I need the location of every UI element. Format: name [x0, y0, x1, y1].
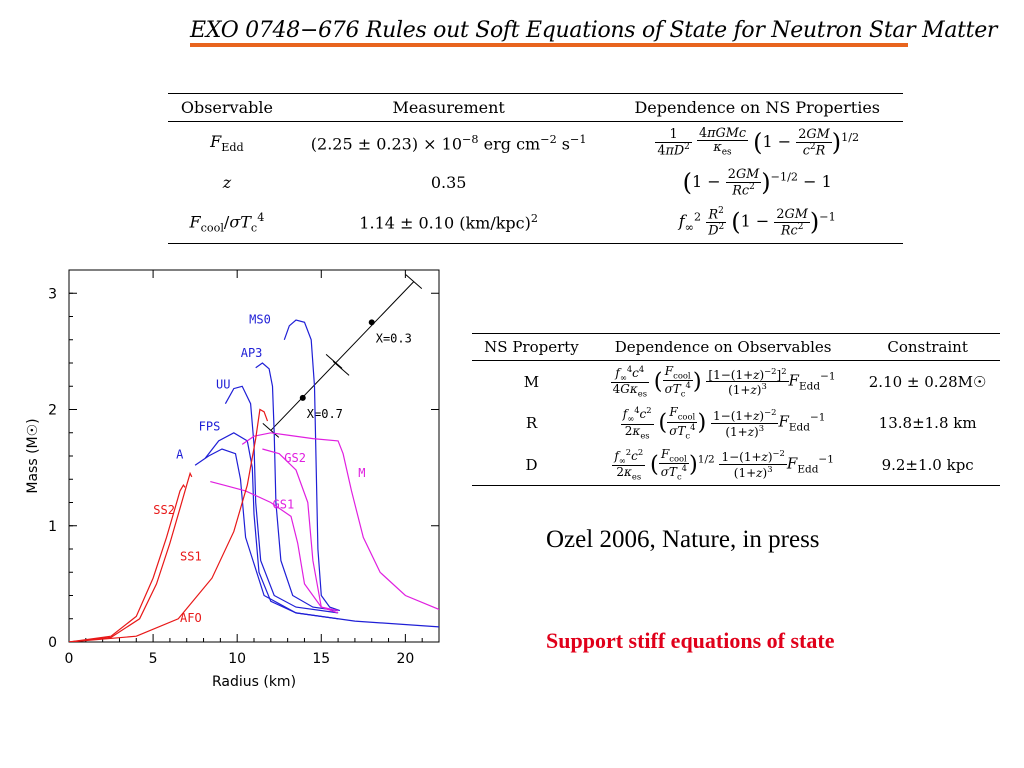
- constraint-break-mark: [325, 353, 343, 369]
- measurement-cell: 0.35: [430, 173, 467, 193]
- measurement-cell: (2.25 ± 0.23) × 10−8 erg cm−2 s−1: [310, 132, 587, 153]
- x-tick-label: 15: [312, 651, 330, 667]
- observable-cell: Fcool/σTc4: [168, 202, 286, 244]
- series-label: SS2: [153, 503, 175, 517]
- constraint-line: [270, 281, 415, 431]
- dependence-cell: f∞2 R2 D2 (1 − 2GM Rc2)−1: [611, 202, 903, 244]
- constraint-break-mark: [332, 360, 350, 376]
- series-line-afo: [69, 408, 269, 642]
- property-cell: M: [523, 372, 540, 391]
- table-header-row: NS Property Dependence on Observables Co…: [472, 333, 1000, 361]
- dependence-cell: f∞4c4 4Gκes (Fcool σTc4) [1−(1+z)−2]2 (1+z)…: [610, 364, 836, 399]
- x-axis-label: Radius (km): [212, 674, 296, 690]
- x-tick-label: 10: [228, 651, 246, 667]
- table-row: D f∞2c2 2κes (Fcool σTc4)1/2 1−(1+z)−2 (1+z…: [472, 443, 1000, 487]
- constraint-marker-label: X=0.3: [376, 331, 412, 345]
- constraint-end-cap: [262, 423, 280, 438]
- dependence-cell: 1 4πD2 4πGMc κes (1 − 2GM c2R)1/2: [655, 126, 860, 158]
- constraint-end-cap: [405, 274, 423, 290]
- table-row: M f∞4c4 4Gκes (Fcool σTc4) [1−(1+z)−2]2 (1+…: [472, 361, 1000, 403]
- y-tick-label: 0: [48, 635, 57, 651]
- y-axis-label: Mass (M☉): [25, 418, 41, 493]
- table-row: R f∞4c2 2κes (Fcool σTc4) 1−(1+z)−2 (1+z)3 F…: [472, 402, 1000, 443]
- slide-title: EXO 0748−676 Rules out Soft Equations of…: [190, 18, 998, 43]
- table-row: Fcool/σTc4 1.14 ± 0.10 (km/kpc)2 f∞2 R2 D…: [168, 202, 903, 244]
- series-line-ss2: [69, 483, 186, 642]
- series-label: A: [176, 447, 184, 461]
- series-label: AP3: [241, 346, 263, 360]
- constraint-cell: 9.2±1.0 kpc: [855, 443, 1000, 487]
- conclusion-text: Support stiff equations of state: [546, 628, 835, 653]
- column-header: Dependence on NS Properties: [611, 93, 903, 122]
- series-label: MS0: [249, 312, 271, 326]
- mass-radius-chart: 0 5 10 15 20 0 1 2 3 Radius (km) Mass (M☉) X=0.3 X=0…: [25, 269, 440, 690]
- series-label: M: [358, 466, 365, 480]
- table-row: z 0.35 (1 − 2GM Rc2)−1/2 − 1: [168, 163, 903, 202]
- series-line-ap3: [255, 362, 339, 612]
- series-label: GS2: [284, 451, 306, 465]
- x-tick-label: 0: [65, 651, 74, 667]
- y-tick-label: 3: [48, 286, 57, 302]
- constraint-marker-label: X=0.7: [307, 407, 343, 421]
- property-cell: D: [472, 443, 591, 487]
- title-underline: [190, 43, 908, 47]
- table-header-row: Observable Measurement Dependence on NS …: [168, 93, 903, 122]
- table-row: FEdd (2.25 ± 0.23) × 10−8 erg cm−2 s−1 1…: [168, 122, 903, 164]
- series-line-uu: [224, 385, 339, 614]
- observable-cell: z: [222, 173, 232, 193]
- series-line-gs2: [262, 448, 339, 612]
- column-header: Observable: [168, 93, 286, 122]
- column-header: Constraint: [855, 333, 1000, 361]
- constraint-marker: [299, 394, 306, 401]
- dependence-cell: (1 − 2GM Rc2)−1/2 − 1: [682, 167, 832, 199]
- observables-table: Observable Measurement Dependence on NS …: [168, 93, 903, 244]
- constraint-cell: 2.10 ± 0.28M☉: [868, 372, 987, 391]
- constraint-cell: 13.8±1.8 km: [878, 414, 977, 433]
- measurement-cell: 1.14 ± 0.10 (km/kpc)2: [285, 202, 612, 244]
- x-tick-label: 5: [149, 651, 158, 667]
- dependence-cell: f∞2c2 2κes (Fcool σTc4)1/2 1−(1+z)−2 (1+z)3…: [590, 443, 856, 487]
- observable-cell: FEdd: [210, 131, 244, 154]
- series-label: SS1: [180, 550, 202, 564]
- series-line-ms0: [283, 319, 340, 612]
- series-line-m: [241, 432, 439, 610]
- series-line-a: [194, 448, 439, 628]
- y-tick-label: 2: [48, 403, 57, 419]
- column-header: NS Property: [472, 333, 591, 361]
- column-header: Dependence on Observables: [590, 333, 856, 361]
- series-label: FPS: [199, 419, 221, 433]
- series-label: GS1: [273, 497, 295, 511]
- dependence-cell: f∞4c2 2κes (Fcool σTc4) 1−(1+z)−2 (1+z)3 FEd…: [620, 405, 826, 440]
- series-label: AFO: [180, 611, 202, 625]
- series-line-fps: [204, 432, 339, 620]
- constraint-marker: [368, 319, 375, 326]
- ns-properties-table: NS Property Dependence on Observables Co…: [472, 333, 1000, 487]
- x-tick-label: 20: [396, 651, 414, 667]
- column-header: Measurement: [285, 93, 612, 122]
- series-label: UU: [216, 378, 230, 392]
- y-tick-label: 1: [48, 519, 57, 535]
- property-cell: R: [525, 414, 538, 433]
- citation-text: Ozel 2006, Nature, in press: [546, 526, 820, 553]
- series-line-gs1: [210, 481, 339, 614]
- series-line-ss1: [69, 471, 193, 642]
